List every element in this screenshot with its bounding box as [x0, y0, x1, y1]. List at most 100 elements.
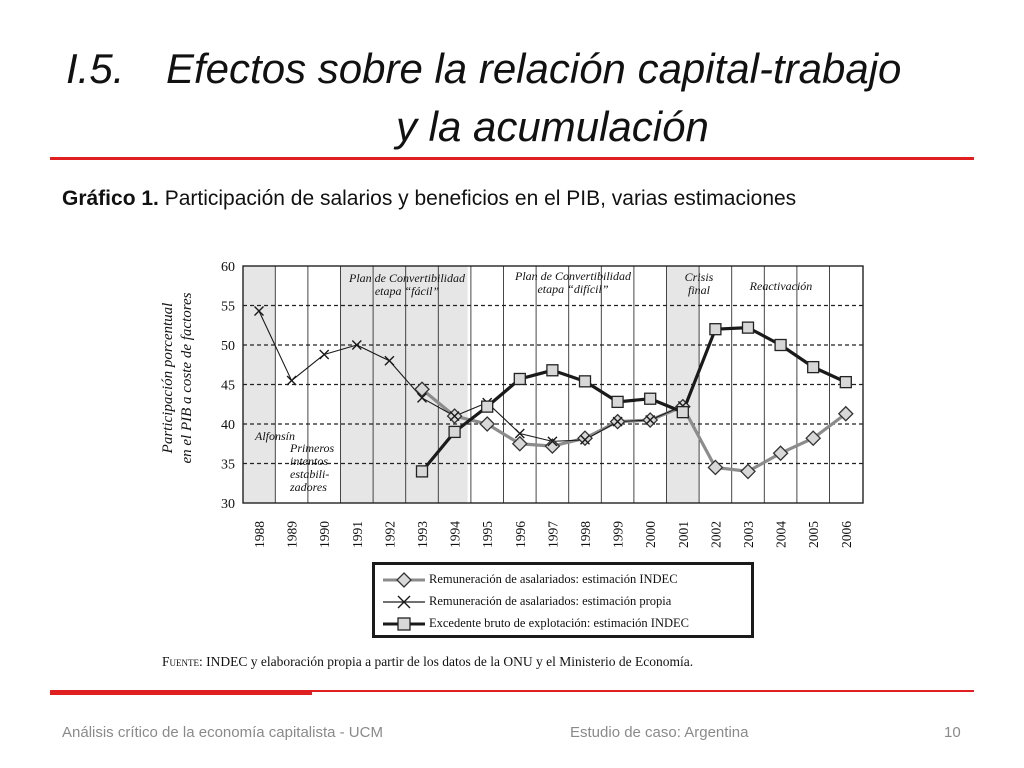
legend-square-marker	[383, 617, 425, 631]
data-point-x	[286, 375, 297, 386]
data-point-diamond	[805, 430, 822, 447]
data-point-x	[319, 349, 330, 360]
y-tick-label: 40	[221, 418, 235, 433]
data-point-x	[645, 415, 656, 426]
y-tick-label: 60	[221, 260, 235, 275]
period-label: estabili-	[290, 467, 329, 481]
title-line-2: y la acumulación	[396, 103, 709, 150]
data-point-x	[417, 392, 427, 403]
footer-divider-accent	[50, 690, 312, 695]
data-point-diamond	[740, 463, 756, 480]
title-divider	[50, 157, 974, 160]
x-tick-label: 1991	[350, 521, 365, 548]
data-point-diamond	[837, 405, 854, 422]
x-tick-label: 1992	[382, 521, 397, 548]
data-point-square	[741, 321, 755, 334]
title-text-1: Efectos sobre la relación capital-trabaj…	[166, 45, 902, 92]
x-tick-label: 2006	[839, 521, 854, 548]
data-point-square	[709, 323, 722, 336]
data-point-x	[547, 436, 558, 447]
chart-source: Fuente: INDEC y elaboración propia a par…	[162, 654, 693, 670]
series-line	[258, 310, 684, 442]
data-point-diamond	[544, 438, 561, 455]
period-label: Plan de Convertibilidad	[514, 269, 632, 283]
data-point-x	[384, 355, 395, 366]
y-axis-label-line-2: en el PIB a coste de factores	[179, 292, 195, 463]
x-tick-label: 1990	[317, 521, 332, 548]
data-point-square	[448, 425, 461, 439]
x-tick-label: 2005	[806, 521, 821, 548]
x-tick-label: 1993	[415, 521, 430, 548]
x-tick-label: 1988	[252, 521, 267, 548]
data-point-diamond	[707, 459, 724, 476]
y-tick-label: 35	[221, 458, 235, 473]
source-label: Fuente	[162, 654, 199, 669]
period-label: Reactivación	[749, 279, 813, 293]
x-tick-label: 2000	[643, 521, 658, 548]
page-number: 10	[944, 724, 961, 741]
data-point-diamond	[772, 445, 789, 462]
footer-section: Estudio de caso: Argentina	[570, 724, 749, 741]
data-point-x	[351, 340, 362, 350]
period-label: intentos	[290, 454, 328, 468]
x-tick-label: 1995	[480, 521, 495, 548]
data-point-square	[513, 372, 526, 386]
data-point-x	[580, 434, 590, 445]
data-point-square	[774, 338, 787, 352]
x-tick-label: 2002	[708, 521, 723, 548]
data-point-square	[481, 400, 494, 413]
data-point-square	[415, 465, 429, 478]
data-point-square	[676, 405, 689, 419]
x-tick-label: 1999	[611, 521, 626, 548]
period-label: final	[688, 283, 711, 297]
y-tick-label: 30	[221, 497, 235, 512]
x-tick-label: 1997	[545, 521, 560, 548]
x-tick-label: 1996	[513, 521, 528, 548]
legend-item-indec-surplus: Excedente bruto de explotación: estimaci…	[375, 614, 751, 634]
data-point-diamond	[511, 435, 528, 452]
footer-divider	[50, 690, 974, 692]
legend-label-own-wages: Remuneración de asalariados: estimación …	[429, 594, 672, 608]
x-tick-label: 2001	[676, 521, 691, 548]
data-point-x	[254, 306, 264, 317]
x-tick-label: 1994	[448, 521, 463, 548]
period-label: Crisis	[685, 270, 714, 284]
data-point-x	[449, 411, 460, 422]
title-line-1: I.5. Efectos sobre la relación capital-tr…	[66, 40, 901, 98]
period-label: etapa “difícil”	[537, 282, 608, 296]
footer-course: Análisis crítico de la economía capitali…	[62, 724, 383, 741]
x-tick-label: 1989	[285, 521, 300, 548]
data-point-diamond	[414, 381, 430, 398]
legend-x-marker	[383, 595, 425, 609]
y-tick-label: 50	[221, 339, 235, 354]
chart-caption: Gráfico 1. Participación de salarios y b…	[62, 187, 796, 211]
x-tick-label: 2003	[741, 521, 756, 548]
data-point-x	[514, 428, 525, 439]
data-point-square	[807, 360, 820, 374]
data-point-square	[546, 364, 559, 377]
y-axis-label-line-1: Participación porcentual	[160, 303, 176, 455]
legend-diamond-marker	[383, 572, 425, 588]
data-point-square	[611, 395, 624, 409]
period-label: Alfonsín	[254, 429, 295, 443]
data-point-diamond	[479, 416, 496, 432]
data-point-square	[839, 375, 852, 389]
data-point-diamond	[577, 430, 593, 447]
legend-item-indec-wages: Remuneración de asalariados: estimación …	[375, 570, 751, 590]
data-point-square	[644, 392, 657, 405]
data-point-square	[578, 375, 592, 388]
y-tick-label: 45	[221, 379, 235, 394]
plot-frame	[242, 265, 864, 504]
x-tick-label: 2004	[774, 521, 789, 548]
x-tick-label: 1998	[578, 521, 593, 548]
chart-legend: Remuneración de asalariados: estimación …	[372, 562, 754, 638]
source-text: : INDEC y elaboración propia a partir de…	[199, 654, 694, 669]
period-label: Plan de Convertibilidad	[348, 271, 466, 285]
period-label: Primeros	[289, 441, 335, 455]
title-number: I.5.	[66, 45, 125, 92]
caption-number: Gráfico 1.	[62, 187, 159, 210]
legend-label-indec-wages: Remuneración de asalariados: estimación …	[429, 572, 678, 586]
legend-label-indec-surplus: Excedente bruto de explotación: estimaci…	[429, 616, 689, 630]
legend-item-own-wages: Remuneración de asalariados: estimación …	[375, 592, 751, 612]
